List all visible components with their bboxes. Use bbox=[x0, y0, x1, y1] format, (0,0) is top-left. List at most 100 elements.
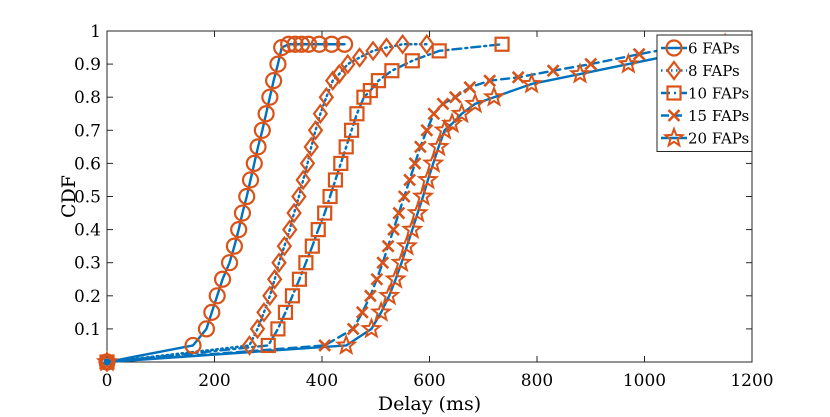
legend-marker-circle bbox=[665, 39, 683, 57]
data-point-square bbox=[362, 82, 378, 99]
data-point-x bbox=[463, 80, 477, 94]
data-point-circle bbox=[213, 270, 232, 288]
data-point-square bbox=[494, 36, 510, 52]
data-point-square bbox=[260, 337, 276, 354]
series-markers bbox=[95, 32, 737, 373]
x-tick-label: 1200 bbox=[730, 371, 773, 391]
y-tick-label: 1 bbox=[90, 22, 101, 42]
data-point-square bbox=[317, 205, 333, 221]
x-tick-label: 600 bbox=[413, 371, 445, 391]
data-point-square bbox=[349, 106, 365, 122]
data-point-diamond bbox=[318, 86, 335, 108]
data-point-square bbox=[291, 271, 308, 287]
data-point-circle bbox=[292, 35, 311, 53]
data-point-circle bbox=[280, 35, 298, 53]
data-point-star bbox=[427, 135, 450, 157]
data-point-circle bbox=[230, 221, 248, 239]
data-point-star bbox=[463, 91, 487, 114]
data-point-square bbox=[298, 255, 314, 271]
data-point-diamond bbox=[295, 169, 311, 191]
data-point-circle bbox=[249, 138, 267, 156]
data-point-x bbox=[397, 190, 411, 203]
data-point-circle bbox=[238, 187, 256, 206]
data-point-x bbox=[370, 272, 384, 286]
legend-label: 20 FAPs bbox=[688, 130, 749, 148]
data-point-diamond bbox=[256, 302, 272, 323]
data-point-diamond bbox=[307, 119, 324, 141]
data-point-square bbox=[277, 304, 294, 320]
data-point-x bbox=[413, 140, 427, 154]
data-point-diamond bbox=[312, 103, 329, 125]
data-point-diamond bbox=[291, 186, 307, 207]
data-point-circle bbox=[257, 105, 275, 123]
data-point-x bbox=[381, 239, 395, 253]
data-point-square bbox=[384, 63, 400, 79]
data-point-diamond bbox=[262, 285, 278, 307]
data-point-square bbox=[322, 188, 338, 205]
data-point-x bbox=[392, 206, 406, 220]
data-point-diamond bbox=[303, 136, 319, 158]
data-point-circle bbox=[241, 171, 260, 189]
data-point-star bbox=[617, 52, 640, 74]
data-point-star bbox=[416, 168, 440, 190]
data-point-square bbox=[270, 321, 286, 337]
legend-marker-star bbox=[662, 126, 686, 148]
data-point-star bbox=[401, 217, 424, 240]
y-tick-label: 0.8 bbox=[74, 88, 101, 108]
data-point-x bbox=[363, 289, 377, 303]
data-point-circle bbox=[323, 35, 341, 53]
x-tick-label: 400 bbox=[306, 371, 338, 391]
y-tick-label: 0.7 bbox=[74, 121, 101, 141]
data-point-x bbox=[436, 97, 450, 111]
data-point-square bbox=[338, 139, 354, 155]
y-tick-label: 0.4 bbox=[74, 221, 101, 241]
data-point-diamond bbox=[340, 53, 356, 75]
x-tick-label: 0 bbox=[102, 371, 113, 391]
data-point-square bbox=[343, 122, 360, 138]
x-tick-label: 800 bbox=[521, 371, 553, 391]
data-point-diamond bbox=[271, 252, 287, 274]
legend-marker-x bbox=[667, 109, 681, 122]
data-point-star bbox=[395, 234, 419, 256]
legend-label: 15 FAPs bbox=[688, 107, 749, 125]
data-point-circle bbox=[269, 55, 287, 73]
data-point-star bbox=[406, 201, 429, 223]
data-point-x bbox=[584, 57, 598, 71]
data-point-diamond bbox=[394, 33, 411, 55]
data-point-square bbox=[431, 43, 447, 59]
data-point-square bbox=[284, 288, 301, 304]
data-point-star bbox=[360, 317, 383, 339]
data-point-x bbox=[408, 156, 422, 170]
data-point-x bbox=[376, 256, 390, 270]
x-axis-label: Delay (ms) bbox=[378, 393, 481, 415]
series-line-2 bbox=[105, 43, 429, 364]
x-tick-label: 200 bbox=[198, 371, 230, 391]
data-point-circle bbox=[261, 88, 279, 106]
data-point-star bbox=[390, 250, 413, 273]
data-point-diamond bbox=[299, 153, 316, 174]
data-point-circle bbox=[225, 237, 243, 255]
data-point-diamond bbox=[378, 37, 395, 58]
data-point-diamond bbox=[282, 219, 298, 240]
data-point-diamond bbox=[249, 318, 266, 340]
legend: 6 FAPs 8 FAPs 10 FAPs 15 FAPs 20 FAPs bbox=[656, 34, 753, 152]
data-point-star bbox=[450, 101, 474, 124]
data-point-circle bbox=[245, 154, 263, 172]
data-point-diamond bbox=[419, 33, 435, 55]
data-point-star bbox=[369, 300, 393, 322]
y-tick-label: 0.5 bbox=[74, 188, 101, 208]
x-tick-label: 1000 bbox=[623, 371, 666, 391]
y-tick-label: 0.2 bbox=[74, 287, 101, 307]
data-point-x bbox=[355, 305, 369, 319]
y-tick-label: 0.6 bbox=[74, 154, 101, 174]
data-point-star bbox=[568, 62, 592, 84]
data-point-diamond bbox=[331, 63, 347, 85]
legend-label: 6 FAPs bbox=[688, 40, 740, 58]
data-point-diamond bbox=[276, 235, 293, 257]
data-point-square bbox=[333, 155, 349, 171]
data-point-circle bbox=[299, 35, 318, 53]
legend-marker-diamond bbox=[666, 60, 682, 81]
data-point-diamond bbox=[286, 202, 302, 224]
legend-marker-square bbox=[666, 85, 682, 101]
data-point-diamond bbox=[351, 47, 368, 68]
